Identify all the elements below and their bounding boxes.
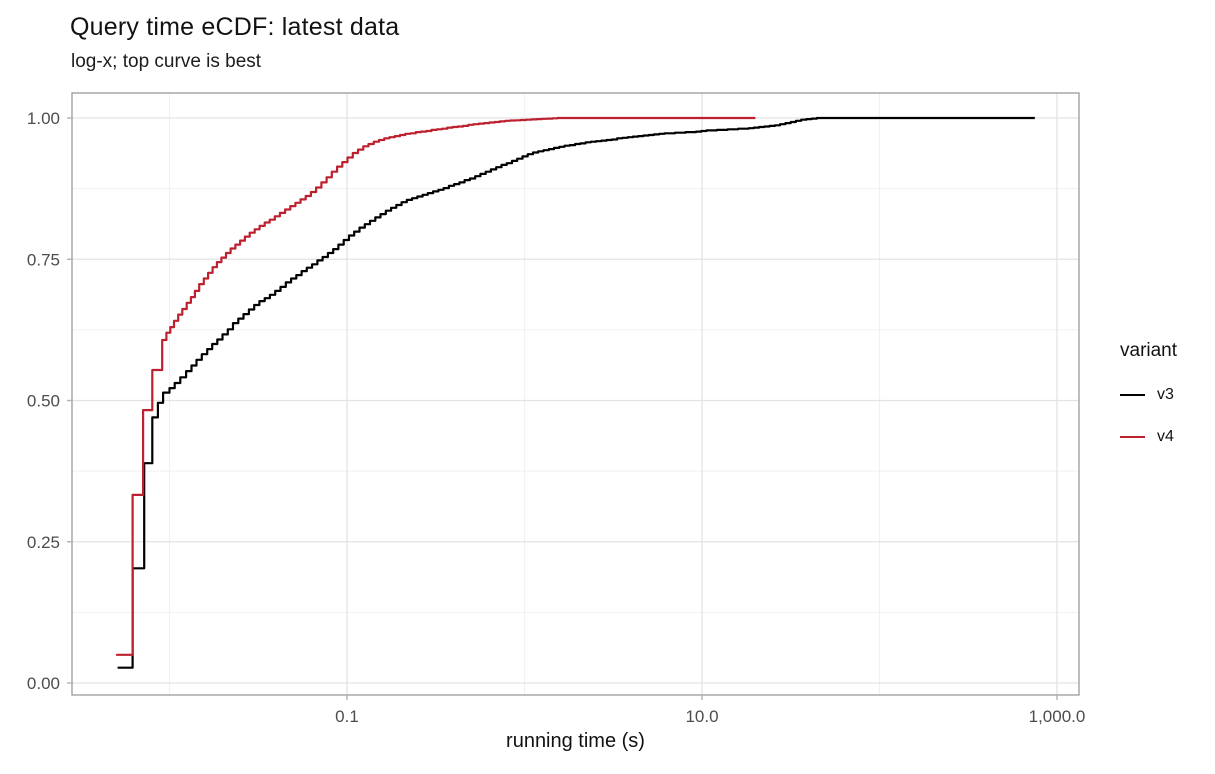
legend-item-v4: v4 xyxy=(1120,428,1177,446)
curve-v4 xyxy=(116,116,756,656)
x-axis-title: running time (s) xyxy=(506,730,645,752)
legend-key-line xyxy=(1120,394,1145,396)
x-tick-label: 1,000.0 xyxy=(1029,707,1086,726)
curve-v3 xyxy=(117,116,1035,669)
legend-key-line xyxy=(1120,436,1145,438)
y-tick-label: 0.00 xyxy=(27,674,60,693)
x-tick-label: 0.1 xyxy=(335,707,359,726)
legend-item-v3: v3 xyxy=(1120,386,1177,404)
chart-title: Query time eCDF: latest data xyxy=(70,13,400,41)
legend-item-label: v3 xyxy=(1157,386,1174,403)
legend: variant v3 v4 xyxy=(1120,340,1177,470)
y-tick-label: 0.25 xyxy=(27,533,60,552)
chart-subtitle: log-x; top curve is best xyxy=(71,51,262,72)
y-tick-label: 0.50 xyxy=(27,392,60,411)
legend-item-label: v4 xyxy=(1157,428,1174,445)
panel-border xyxy=(71,92,1080,696)
y-tick-label: 0.75 xyxy=(27,250,60,269)
y-tick-label: 1.00 xyxy=(27,109,60,128)
legend-title: variant xyxy=(1120,340,1178,361)
x-tick-label: 10.0 xyxy=(685,707,718,726)
legend-items: v3 v4 xyxy=(1120,386,1177,446)
